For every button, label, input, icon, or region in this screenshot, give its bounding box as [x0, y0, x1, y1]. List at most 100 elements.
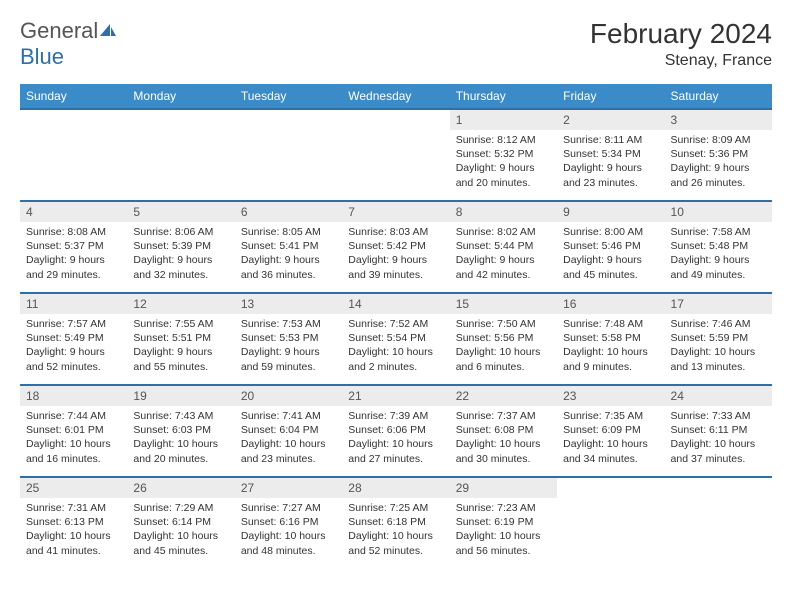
daylight-text: Daylight: 10 hours and 6 minutes.	[456, 345, 551, 373]
sunset-text: Sunset: 5:58 PM	[563, 331, 658, 345]
daylight-text: Daylight: 9 hours and 23 minutes.	[563, 161, 658, 189]
daylight-text: Daylight: 10 hours and 2 minutes.	[348, 345, 443, 373]
day-number: 22	[450, 385, 557, 406]
cell-body: Sunrise: 7:58 AMSunset: 5:48 PMDaylight:…	[665, 222, 772, 288]
day-number: 24	[665, 385, 772, 406]
sunset-text: Sunset: 6:03 PM	[133, 423, 228, 437]
day-number: 8	[450, 201, 557, 222]
daylight-text: Daylight: 10 hours and 45 minutes.	[133, 529, 228, 557]
daylight-text: Daylight: 10 hours and 30 minutes.	[456, 437, 551, 465]
sunrise-text: Sunrise: 8:12 AM	[456, 133, 551, 147]
calendar-cell: 22Sunrise: 7:37 AMSunset: 6:08 PMDayligh…	[450, 385, 557, 477]
sunset-text: Sunset: 5:39 PM	[133, 239, 228, 253]
header: GeneralBlue February 2024 Stenay, France	[20, 18, 772, 70]
calendar-cell: 27Sunrise: 7:27 AMSunset: 6:16 PMDayligh…	[235, 477, 342, 569]
weekday-header: Friday	[557, 84, 664, 109]
calendar-cell: 7Sunrise: 8:03 AMSunset: 5:42 PMDaylight…	[342, 201, 449, 293]
day-number: 9	[557, 201, 664, 222]
cell-body: Sunrise: 8:05 AMSunset: 5:41 PMDaylight:…	[235, 222, 342, 288]
calendar-cell: 4Sunrise: 8:08 AMSunset: 5:37 PMDaylight…	[20, 201, 127, 293]
daylight-text: Daylight: 9 hours and 49 minutes.	[671, 253, 766, 281]
calendar-cell: 26Sunrise: 7:29 AMSunset: 6:14 PMDayligh…	[127, 477, 234, 569]
calendar-cell	[557, 477, 664, 569]
cell-body: Sunrise: 8:03 AMSunset: 5:42 PMDaylight:…	[342, 222, 449, 288]
daylight-text: Daylight: 10 hours and 13 minutes.	[671, 345, 766, 373]
cell-body: Sunrise: 7:57 AMSunset: 5:49 PMDaylight:…	[20, 314, 127, 380]
cell-body: Sunrise: 7:39 AMSunset: 6:06 PMDaylight:…	[342, 406, 449, 472]
sunrise-text: Sunrise: 7:52 AM	[348, 317, 443, 331]
sunset-text: Sunset: 5:49 PM	[26, 331, 121, 345]
calendar-body: 1 Sunrise: 8:12 AMSunset: 5:32 PM Daylight…	[20, 109, 772, 569]
sunrise-text: Sunrise: 8:08 AM	[26, 225, 121, 239]
daylight-text: Daylight: 10 hours and 16 minutes.	[26, 437, 121, 465]
sunrise-text: Sunrise: 8:00 AM	[563, 225, 658, 239]
sunset-text: Sunset: 5:32 PM	[456, 147, 551, 161]
cell-body: Sunrise: 8:06 AMSunset: 5:39 PMDaylight:…	[127, 222, 234, 288]
daylight-text: Daylight: 9 hours and 52 minutes.	[26, 345, 121, 373]
cell-body: Sunrise: 7:27 AMSunset: 6:16 PMDaylight:…	[235, 498, 342, 564]
sunrise-text: Sunrise: 7:58 AM	[671, 225, 766, 239]
cell-body: Sunrise: 7:25 AMSunset: 6:18 PMDaylight:…	[342, 498, 449, 564]
weekday-header: Sunday	[20, 84, 127, 109]
daylight-text: Daylight: 10 hours and 23 minutes.	[241, 437, 336, 465]
daylight-text: Daylight: 9 hours and 36 minutes.	[241, 253, 336, 281]
sunset-text: Sunset: 5:56 PM	[456, 331, 551, 345]
day-number: 12	[127, 293, 234, 314]
day-number: 19	[127, 385, 234, 406]
sunrise-text: Sunrise: 7:50 AM	[456, 317, 551, 331]
day-number: 2	[557, 109, 664, 130]
sunset-text: Sunset: 5:48 PM	[671, 239, 766, 253]
day-number: 27	[235, 477, 342, 498]
sunrise-text: Sunrise: 8:02 AM	[456, 225, 551, 239]
daylight-text: Daylight: 10 hours and 56 minutes.	[456, 529, 551, 557]
cell-body: Sunrise: 7:50 AMSunset: 5:56 PMDaylight:…	[450, 314, 557, 380]
sail-icon	[98, 18, 118, 44]
calendar-cell: 18Sunrise: 7:44 AMSunset: 6:01 PMDayligh…	[20, 385, 127, 477]
sunset-text: Sunset: 5:59 PM	[671, 331, 766, 345]
calendar-cell: 14Sunrise: 7:52 AMSunset: 5:54 PMDayligh…	[342, 293, 449, 385]
day-number: 14	[342, 293, 449, 314]
day-number: 5	[127, 201, 234, 222]
day-number: 3	[665, 109, 772, 130]
cell-body: Sunrise: 7:46 AMSunset: 5:59 PMDaylight:…	[665, 314, 772, 380]
day-number: 13	[235, 293, 342, 314]
day-number: 7	[342, 201, 449, 222]
day-number: 1	[450, 109, 557, 130]
weekday-header: Saturday	[665, 84, 772, 109]
sunset-text: Sunset: 5:41 PM	[241, 239, 336, 253]
daylight-text: Daylight: 9 hours and 39 minutes.	[348, 253, 443, 281]
cell-body	[342, 130, 449, 139]
cell-body: Sunrise: 8:08 AMSunset: 5:37 PMDaylight:…	[20, 222, 127, 288]
calendar-cell: 29Sunrise: 7:23 AMSunset: 6:19 PMDayligh…	[450, 477, 557, 569]
daylight-text: Daylight: 9 hours and 59 minutes.	[241, 345, 336, 373]
sunset-text: Sunset: 5:53 PM	[241, 331, 336, 345]
sunrise-text: Sunrise: 7:39 AM	[348, 409, 443, 423]
calendar-cell: 28Sunrise: 7:25 AMSunset: 6:18 PMDayligh…	[342, 477, 449, 569]
cell-body: Sunrise: 7:23 AMSunset: 6:19 PMDaylight:…	[450, 498, 557, 564]
daylight-text: Daylight: 10 hours and 41 minutes.	[26, 529, 121, 557]
calendar-cell: 17Sunrise: 7:46 AMSunset: 5:59 PMDayligh…	[665, 293, 772, 385]
daylight-text: Daylight: 10 hours and 52 minutes.	[348, 529, 443, 557]
sunrise-text: Sunrise: 8:06 AM	[133, 225, 228, 239]
sunrise-text: Sunrise: 7:41 AM	[241, 409, 336, 423]
calendar-cell: 11Sunrise: 7:57 AMSunset: 5:49 PMDayligh…	[20, 293, 127, 385]
sunrise-text: Sunrise: 8:05 AM	[241, 225, 336, 239]
sunrise-text: Sunrise: 7:55 AM	[133, 317, 228, 331]
sunrise-text: Sunrise: 8:09 AM	[671, 133, 766, 147]
cell-body: Sunrise: 7:35 AMSunset: 6:09 PMDaylight:…	[557, 406, 664, 472]
weekday-header: Wednesday	[342, 84, 449, 109]
sunset-text: Sunset: 6:16 PM	[241, 515, 336, 529]
sunrise-text: Sunrise: 7:57 AM	[26, 317, 121, 331]
day-number	[235, 109, 342, 130]
sunset-text: Sunset: 6:01 PM	[26, 423, 121, 437]
cell-body: Sunrise: 7:29 AMSunset: 6:14 PMDaylight:…	[127, 498, 234, 564]
calendar-cell: 2Sunrise: 8:11 AMSunset: 5:34 PMDaylight…	[557, 109, 664, 201]
sunrise-text: Sunrise: 7:25 AM	[348, 501, 443, 515]
cell-body: Sunrise: 7:52 AMSunset: 5:54 PMDaylight:…	[342, 314, 449, 380]
sunrise-text: Sunrise: 7:29 AM	[133, 501, 228, 515]
calendar-row: 18Sunrise: 7:44 AMSunset: 6:01 PMDayligh…	[20, 385, 772, 477]
sunset-text: Sunset: 6:19 PM	[456, 515, 551, 529]
day-number: 18	[20, 385, 127, 406]
daylight-text: Daylight: 10 hours and 48 minutes.	[241, 529, 336, 557]
calendar-row: 11Sunrise: 7:57 AMSunset: 5:49 PMDayligh…	[20, 293, 772, 385]
